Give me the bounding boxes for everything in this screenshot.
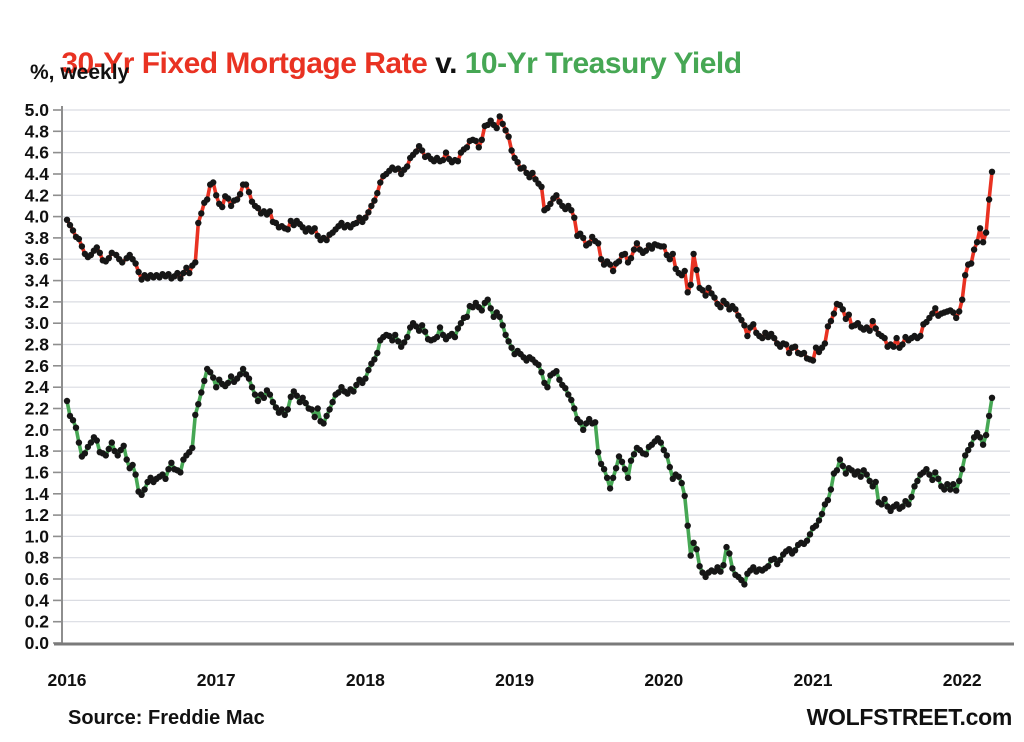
y-axis-label: 1.8 — [25, 441, 50, 461]
y-axis-label: 3.8 — [25, 228, 50, 248]
y-axis-label: 3.2 — [25, 292, 50, 312]
wolfstreet-watermark: WOLFSTREET.com — [806, 704, 1013, 730]
y-axis-label: 4.8 — [25, 121, 50, 141]
y-axis-label: 0.4 — [25, 590, 50, 610]
x-axis-label: 2017 — [197, 670, 236, 690]
title-treasury-segment: 10-Yr Treasury Yield — [464, 47, 742, 80]
y-axis-label: 2.0 — [25, 420, 50, 440]
y-axis-label: 3.0 — [25, 313, 50, 333]
y-axis-label: 3.6 — [25, 249, 50, 269]
x-axis-label: 2018 — [346, 670, 385, 690]
y-axis-label: 3.4 — [25, 271, 50, 291]
y-axis-label: 1.6 — [25, 462, 50, 482]
x-axis-label: 2019 — [495, 670, 534, 690]
y-axis-label: 2.6 — [25, 356, 50, 376]
y-axis-label: 5.0 — [25, 100, 50, 120]
y-axis-label: 2.8 — [25, 335, 50, 355]
x-axis-label: 2016 — [48, 670, 87, 690]
x-axis-label: 2021 — [794, 670, 833, 690]
y-axis-label: 2.4 — [25, 377, 50, 397]
y-axis-label: 1.0 — [25, 526, 50, 546]
mortgage-rate-markers — [63, 113, 996, 364]
y-axis-label: 0.8 — [25, 548, 50, 568]
title-separator: v. — [427, 47, 465, 80]
chart-subtitle: %, weekly — [30, 61, 130, 84]
chart-title: 30-Yr Fixed Mortgage Rate v. 10-Yr Treas… — [30, 13, 742, 115]
x-axis-label: 2020 — [644, 670, 683, 690]
y-axis-label: 4.6 — [25, 143, 50, 163]
title-mortgage-segment: 30-Yr Fixed Mortgage Rate — [61, 47, 428, 80]
y-axis-label: 4.2 — [25, 185, 50, 205]
x-axis-label: 2022 — [943, 670, 982, 690]
y-axis-label: 0.6 — [25, 569, 50, 589]
y-axis-label: 0.2 — [25, 612, 50, 632]
y-axis-label: 2.2 — [25, 399, 50, 419]
treasury-yield-markers — [63, 296, 996, 588]
treasury-yield-line — [65, 297, 994, 587]
y-axis-label: 4.4 — [25, 164, 50, 184]
source-label: Source: Freddie Mac — [68, 707, 265, 729]
y-axis-label: 1.2 — [25, 505, 50, 525]
y-axis-label: 1.4 — [25, 484, 50, 504]
y-axis-label: 4.0 — [25, 207, 50, 227]
y-axis-label: 0.0 — [25, 633, 50, 653]
